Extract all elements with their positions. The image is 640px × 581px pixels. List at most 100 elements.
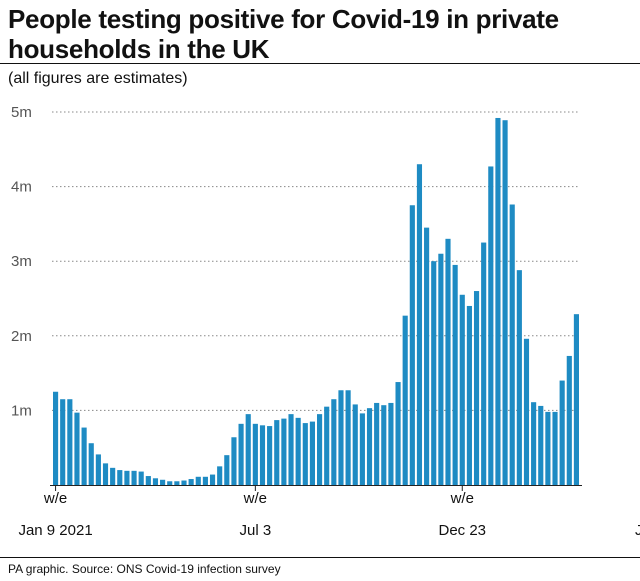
- bar: [488, 166, 494, 485]
- bar: [74, 412, 80, 485]
- bar: [338, 390, 344, 485]
- bar: [559, 380, 565, 485]
- bar: [317, 414, 323, 485]
- bar: [274, 420, 280, 485]
- bar: [309, 421, 315, 485]
- bar: [117, 470, 123, 485]
- bar: [224, 455, 230, 485]
- bar: [502, 120, 508, 486]
- bar: [295, 417, 301, 485]
- bar: [102, 463, 109, 485]
- bar: [195, 476, 201, 485]
- bar: [238, 423, 244, 485]
- bar: [167, 481, 173, 485]
- bar: [145, 476, 151, 485]
- footer-divider: [0, 557, 640, 558]
- bar: [324, 406, 330, 485]
- bar: [481, 242, 487, 485]
- x-tick-label-date: Dec 23: [439, 522, 487, 539]
- bar: [509, 204, 515, 485]
- y-tick-label: 4m: [11, 179, 32, 196]
- bar: [331, 399, 337, 485]
- bar: [495, 117, 501, 485]
- bar: [395, 382, 401, 485]
- bar: [267, 426, 273, 485]
- bar: [217, 466, 223, 485]
- source-note: PA graphic. Source: ONS Covid-19 infecti…: [8, 562, 281, 576]
- bar: [459, 294, 465, 485]
- bar: [202, 476, 208, 485]
- bar: [359, 413, 365, 485]
- x-tick: w/e Jan 9 2021: [18, 485, 93, 539]
- bar: [452, 264, 458, 485]
- bar: [431, 261, 437, 485]
- bar: [67, 399, 73, 485]
- bar: [374, 402, 380, 485]
- title-divider: [0, 63, 640, 64]
- y-tick-label: 5m: [11, 104, 32, 121]
- bar-chart: 1m 2m 3m 4m 5m w/e Jan 9 2021 w/e Jul 3 w/e Dec 2…: [11, 104, 640, 539]
- bar: [181, 480, 187, 485]
- gridlines: 1m 2m 3m 4m 5m: [11, 104, 580, 419]
- y-tick-label: 1m: [11, 402, 32, 419]
- bar: [531, 402, 537, 485]
- y-tick: 1m: [11, 402, 580, 419]
- x-tick: w/e Jul 3: [240, 485, 272, 539]
- y-tick: 5m: [11, 104, 580, 121]
- bar: [302, 423, 308, 485]
- x-tick: w/eJun 24 2022: [635, 522, 640, 539]
- bar: [188, 479, 194, 485]
- bar: [424, 227, 430, 485]
- bar: [402, 315, 408, 485]
- bar: [124, 470, 130, 485]
- chart-subtitle: (all figures are estimates): [8, 70, 188, 87]
- bar: [366, 408, 373, 485]
- axes: w/e Jan 9 2021 w/e Jul 3 w/e Dec 23 w/eJun 24 …: [18, 485, 640, 539]
- bars: [53, 117, 579, 486]
- bar: [53, 391, 59, 485]
- bar: [573, 314, 579, 485]
- bar: [345, 390, 351, 485]
- x-tick-label-prefix: w/e: [243, 490, 267, 507]
- chart-title: People testing positive for Covid-19 in …: [8, 4, 559, 64]
- bar: [160, 479, 166, 485]
- bar: [131, 470, 137, 485]
- bar: [416, 164, 423, 485]
- y-tick: 2m: [11, 328, 580, 345]
- bar: [288, 414, 294, 485]
- bar: [352, 404, 358, 485]
- bar: [545, 411, 551, 485]
- bar: [110, 467, 116, 485]
- y-tick-label: 3m: [11, 253, 32, 270]
- y-tick: 4m: [11, 179, 580, 196]
- x-tick-label-prefix: w/e: [450, 490, 474, 507]
- bar: [281, 418, 287, 485]
- bar: [252, 423, 258, 485]
- bar: [381, 405, 387, 485]
- bar: [259, 425, 266, 485]
- y-tick-label: 2m: [11, 328, 32, 345]
- x-tick-label-date: Jun 24 2022: [635, 522, 640, 539]
- bar: [95, 454, 101, 485]
- bar: [445, 238, 451, 485]
- x-tick-label-prefix: w/e: [43, 490, 67, 507]
- bar: [231, 437, 237, 485]
- bar: [138, 471, 144, 485]
- x-tick-label-date: Jul 3: [240, 522, 272, 539]
- bar: [516, 270, 522, 485]
- bar: [152, 478, 159, 485]
- bar: [88, 443, 94, 485]
- bar: [388, 402, 394, 485]
- bar: [438, 253, 444, 485]
- bar: [209, 474, 216, 485]
- bar: [566, 355, 572, 485]
- bar: [473, 291, 480, 485]
- bar: [245, 414, 251, 485]
- bar: [552, 411, 558, 485]
- bar: [538, 405, 544, 485]
- y-tick: 3m: [11, 253, 580, 270]
- bar: [466, 305, 472, 485]
- x-tick: w/e Dec 23: [439, 485, 487, 539]
- bar: [60, 399, 66, 485]
- bar: [174, 481, 180, 485]
